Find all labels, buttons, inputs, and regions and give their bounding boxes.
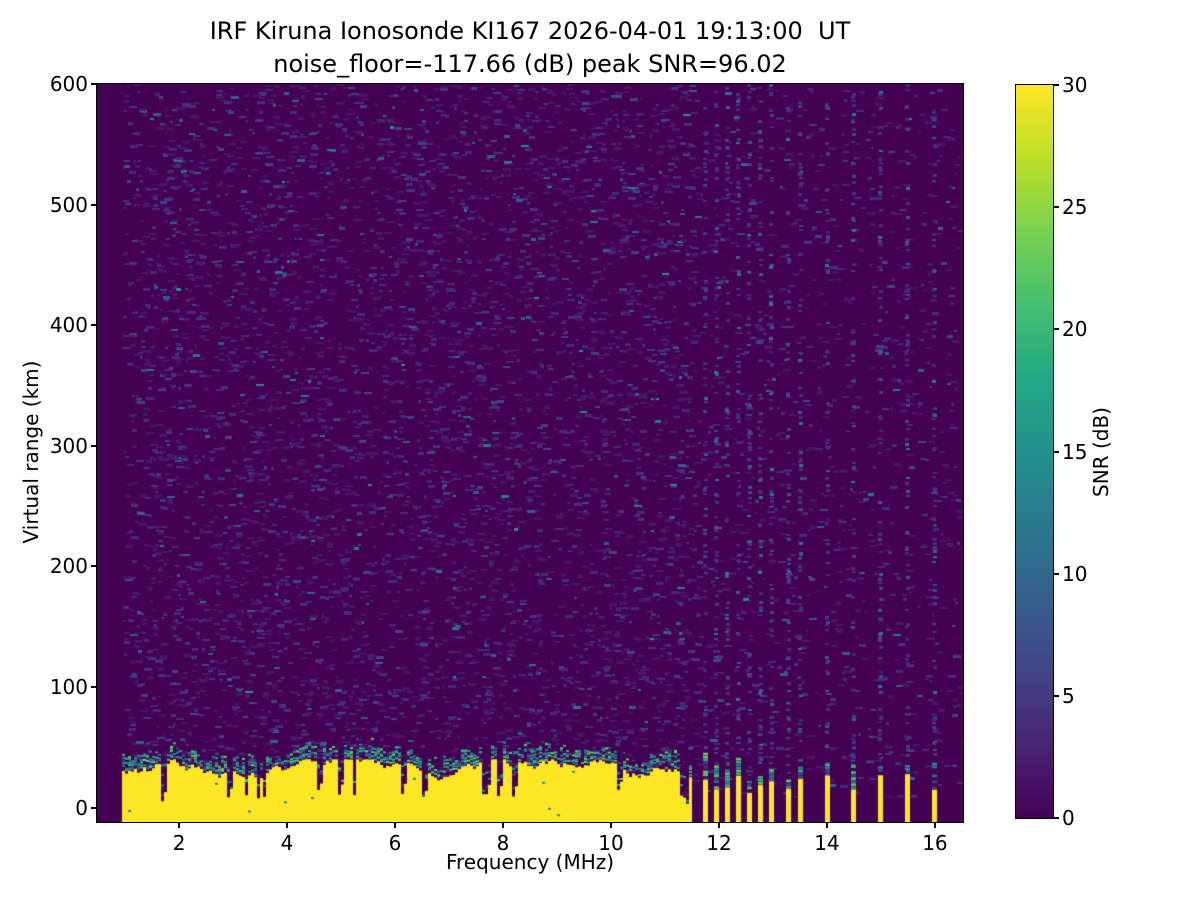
- colorbar-tick-mark: [1054, 817, 1059, 819]
- x-tick-mark: [178, 823, 181, 828]
- y-tick-mark: [91, 83, 96, 85]
- colorbar-tick-mark: [1054, 572, 1059, 575]
- colorbar-tick-mark: [1054, 328, 1059, 331]
- y-tick-label: 0: [75, 795, 88, 820]
- chart-subtitle: noise_floor=-117.66 (dB) peak SNR=96.02: [273, 50, 787, 78]
- x-tick-mark: [825, 823, 828, 828]
- colorbar-tick-label: 10: [1062, 561, 1088, 586]
- colorbar-tick-label: 0: [1062, 806, 1075, 830]
- colorbar-tick-label: 20: [1062, 317, 1088, 342]
- colorbar-gradient: [1016, 85, 1053, 818]
- y-tick-label: 100: [49, 674, 88, 699]
- x-tick-mark: [502, 823, 504, 828]
- colorbar: [1015, 84, 1054, 819]
- x-tick-mark: [609, 823, 612, 828]
- x-tick-mark: [394, 823, 397, 828]
- colorbar-tick-mark: [1054, 206, 1059, 209]
- y-tick-label: 500: [49, 192, 88, 217]
- colorbar-tick-label: 30: [1062, 73, 1088, 97]
- y-tick-label: 200: [49, 554, 88, 579]
- x-tick-label: 8: [496, 831, 510, 855]
- colorbar-tick-label: 15: [1062, 439, 1088, 464]
- x-tick-label: 10: [598, 831, 624, 855]
- x-tick-mark: [286, 823, 289, 828]
- y-tick-mark: [91, 203, 96, 206]
- plot-area: [96, 83, 964, 823]
- x-axis-label: Frequency (MHz): [445, 850, 615, 874]
- x-tick-mark: [933, 823, 936, 828]
- y-tick-label: 400: [49, 313, 88, 338]
- x-tick-label: 4: [280, 831, 294, 855]
- y-tick-mark: [91, 324, 96, 327]
- y-tick-mark: [91, 685, 96, 688]
- colorbar-tick-label: 25: [1062, 195, 1088, 220]
- colorbar-tick-label: 5: [1062, 683, 1075, 708]
- chart-title: IRF Kiruna Ionosonde KI167 2026-04-01 19…: [209, 17, 851, 45]
- x-tick-label: 14: [814, 831, 840, 855]
- colorbar-tick-mark: [1054, 694, 1059, 697]
- ionogram-heatmap-canvas: [97, 84, 963, 822]
- y-tick-mark: [91, 806, 96, 809]
- x-tick-label: 12: [706, 831, 732, 855]
- x-tick-label: 16: [922, 831, 948, 855]
- x-tick-mark: [717, 823, 720, 828]
- y-tick-label: 600: [49, 72, 88, 96]
- y-tick-label: 300: [49, 433, 88, 458]
- colorbar-tick-mark: [1054, 84, 1059, 86]
- x-tick-label: 2: [172, 831, 186, 855]
- x-tick-label: 6: [388, 831, 402, 855]
- colorbar-tick-mark: [1054, 450, 1059, 453]
- y-tick-mark: [91, 444, 96, 447]
- y-tick-mark: [91, 565, 96, 568]
